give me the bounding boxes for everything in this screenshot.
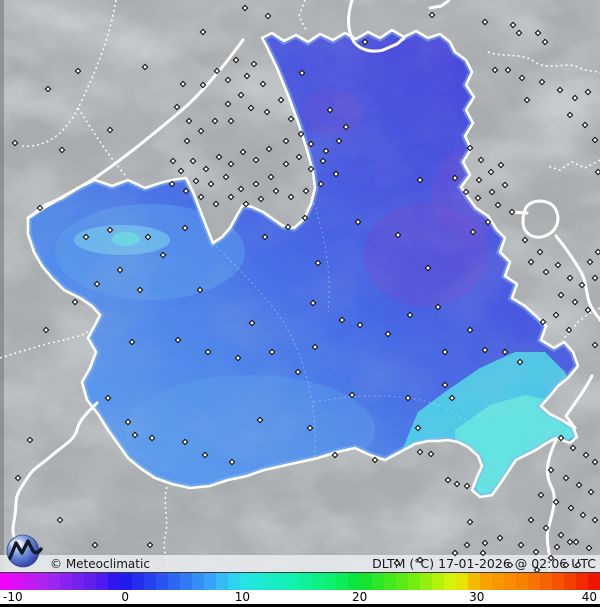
colorbar-step <box>528 573 540 590</box>
colorbar-step <box>120 573 132 590</box>
colorbar-step <box>312 573 324 590</box>
colorbar-tick-labels: -10 0 10 20 30 40 <box>0 590 600 604</box>
bottom-border <box>0 604 600 607</box>
meteoclimatic-logo-icon <box>6 534 43 568</box>
colorbar-step <box>420 573 432 590</box>
colorbar-step <box>444 573 456 590</box>
colorbar-tick: -10 <box>3 590 23 604</box>
colorbar-tick: 20 <box>351 590 368 604</box>
colorbar-step <box>60 573 72 590</box>
colorbar-step <box>540 573 552 590</box>
colorbar-step <box>0 573 12 590</box>
colorbar-step <box>504 573 516 590</box>
map-left-edge-shade <box>0 0 4 572</box>
colorbar-step <box>240 573 252 590</box>
colorbar-step <box>432 573 444 590</box>
colorbar-step <box>228 573 240 590</box>
temperature-colorbar <box>0 572 600 590</box>
credit-strip: © Meteoclimatic DLTM (°C) 17-01-2026 @ 0… <box>0 555 600 572</box>
colorbar-step <box>348 573 360 590</box>
colorbar-tick: 10 <box>234 590 251 604</box>
colorbar-step <box>480 573 492 590</box>
colorbar-step <box>252 573 264 590</box>
colorbar-step <box>36 573 48 590</box>
temperature-map: © Meteoclimatic DLTM (°C) 17-01-2026 @ 0… <box>0 0 600 572</box>
colorbar-tick: 30 <box>469 590 485 604</box>
colorbar-step <box>144 573 156 590</box>
colorbar-step <box>72 573 84 590</box>
colorbar-step <box>48 573 60 590</box>
interior-province-borders <box>212 197 469 461</box>
colorbar-step <box>576 573 588 590</box>
colorbar-step <box>264 573 276 590</box>
colorbar-step <box>132 573 144 590</box>
colorbar-step <box>492 573 504 590</box>
colorbar-step <box>324 573 336 590</box>
map-info-text: DLTM (°C) 17-01-2026 @ 02:06 UTC <box>372 556 596 571</box>
colorbar-step <box>288 573 300 590</box>
colorbar-step <box>588 573 600 590</box>
colorbar-step <box>336 573 348 590</box>
colorbar-step <box>552 573 564 590</box>
colorbar-step <box>372 573 384 590</box>
colorbar-step <box>96 573 108 590</box>
region-border-lines <box>6 0 600 572</box>
colorbar-step <box>204 573 216 590</box>
colorbar-step <box>408 573 420 590</box>
colorbar-step <box>24 573 36 590</box>
colorbar-step <box>564 573 576 590</box>
colorbar-step <box>12 573 24 590</box>
colorbar-step <box>360 573 372 590</box>
credit-text: © Meteoclimatic <box>50 557 150 571</box>
colorbar-step <box>516 573 528 590</box>
colorbar-tick: 40 <box>581 590 597 604</box>
colorbar-step <box>396 573 408 590</box>
colorbar-step <box>192 573 204 590</box>
ademuz-enclave-border <box>521 199 560 239</box>
colorbar-step <box>156 573 168 590</box>
colorbar-step <box>180 573 192 590</box>
colorbar-step <box>168 573 180 590</box>
colorbar-step <box>384 573 396 590</box>
colorbar-step <box>276 573 288 590</box>
colorbar-step <box>84 573 96 590</box>
colorbar-step <box>456 573 468 590</box>
colorbar-step <box>216 573 228 590</box>
colorbar-step <box>108 573 120 590</box>
colorbar-step <box>468 573 480 590</box>
colorbar-tick: 0 <box>121 590 130 604</box>
colorbar-step <box>300 573 312 590</box>
